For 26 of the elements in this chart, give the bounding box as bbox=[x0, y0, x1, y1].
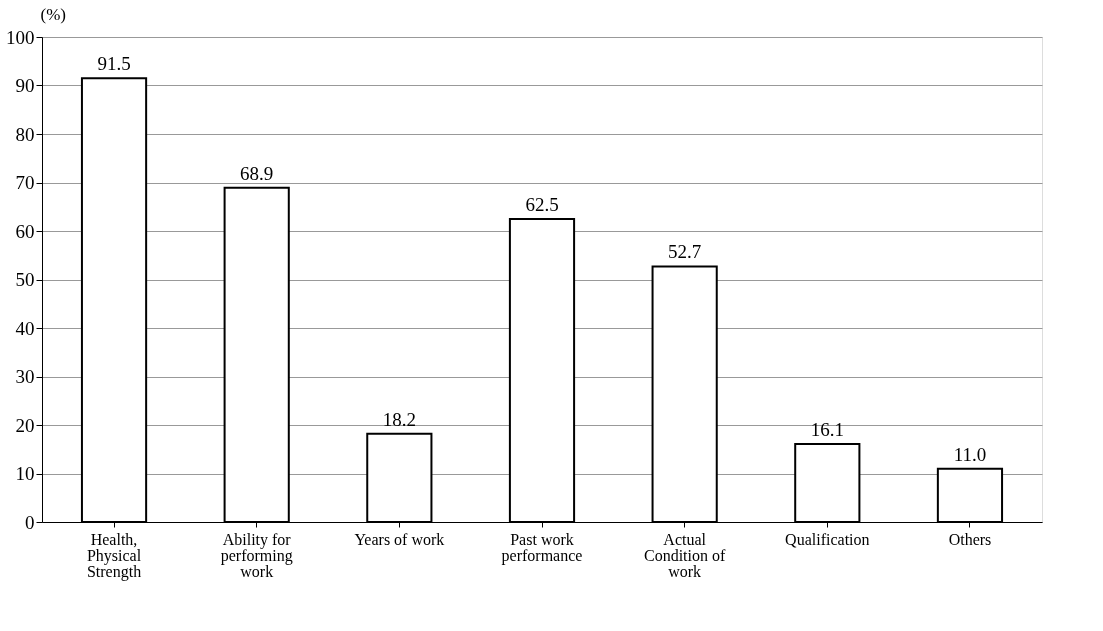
data-label: 11.0 bbox=[953, 443, 987, 465]
y-tick-label: 0 bbox=[25, 511, 35, 533]
x-tick-label: Years of work bbox=[354, 530, 445, 548]
x-tick-label: Health, Physical Strength bbox=[86, 530, 142, 581]
y-tick-label: 20 bbox=[15, 414, 35, 436]
y-tick-label: 90 bbox=[15, 75, 35, 96]
x-tick-label: Actual Condition of work bbox=[643, 530, 726, 580]
y-tick-label: 40 bbox=[15, 317, 35, 339]
y-tick-label: 50 bbox=[15, 269, 35, 290]
data-label: 18.2 bbox=[382, 408, 416, 430]
data-label: 52.7 bbox=[668, 241, 702, 263]
y-tick-label: 60 bbox=[15, 220, 35, 242]
data-label: 68.9 bbox=[240, 162, 274, 184]
x-tick-label: Others bbox=[948, 530, 992, 548]
x-tick-label: Past work performance bbox=[501, 530, 583, 565]
y-tick-label: 10 bbox=[15, 463, 35, 484]
y-tick-label: 80 bbox=[15, 123, 35, 145]
data-label: 16.1 bbox=[810, 418, 844, 440]
y-tick-label: 30 bbox=[15, 366, 35, 387]
y-axis-title: (%) bbox=[40, 4, 66, 24]
y-tick-label: 100 bbox=[6, 26, 35, 48]
x-tick-label: Ability for performing work bbox=[220, 530, 293, 580]
data-label: 91.5 bbox=[97, 53, 131, 75]
data-label: 62.5 bbox=[525, 193, 559, 215]
y-tick-label: 70 bbox=[15, 172, 35, 193]
x-tick-label: Qualification bbox=[785, 530, 870, 548]
